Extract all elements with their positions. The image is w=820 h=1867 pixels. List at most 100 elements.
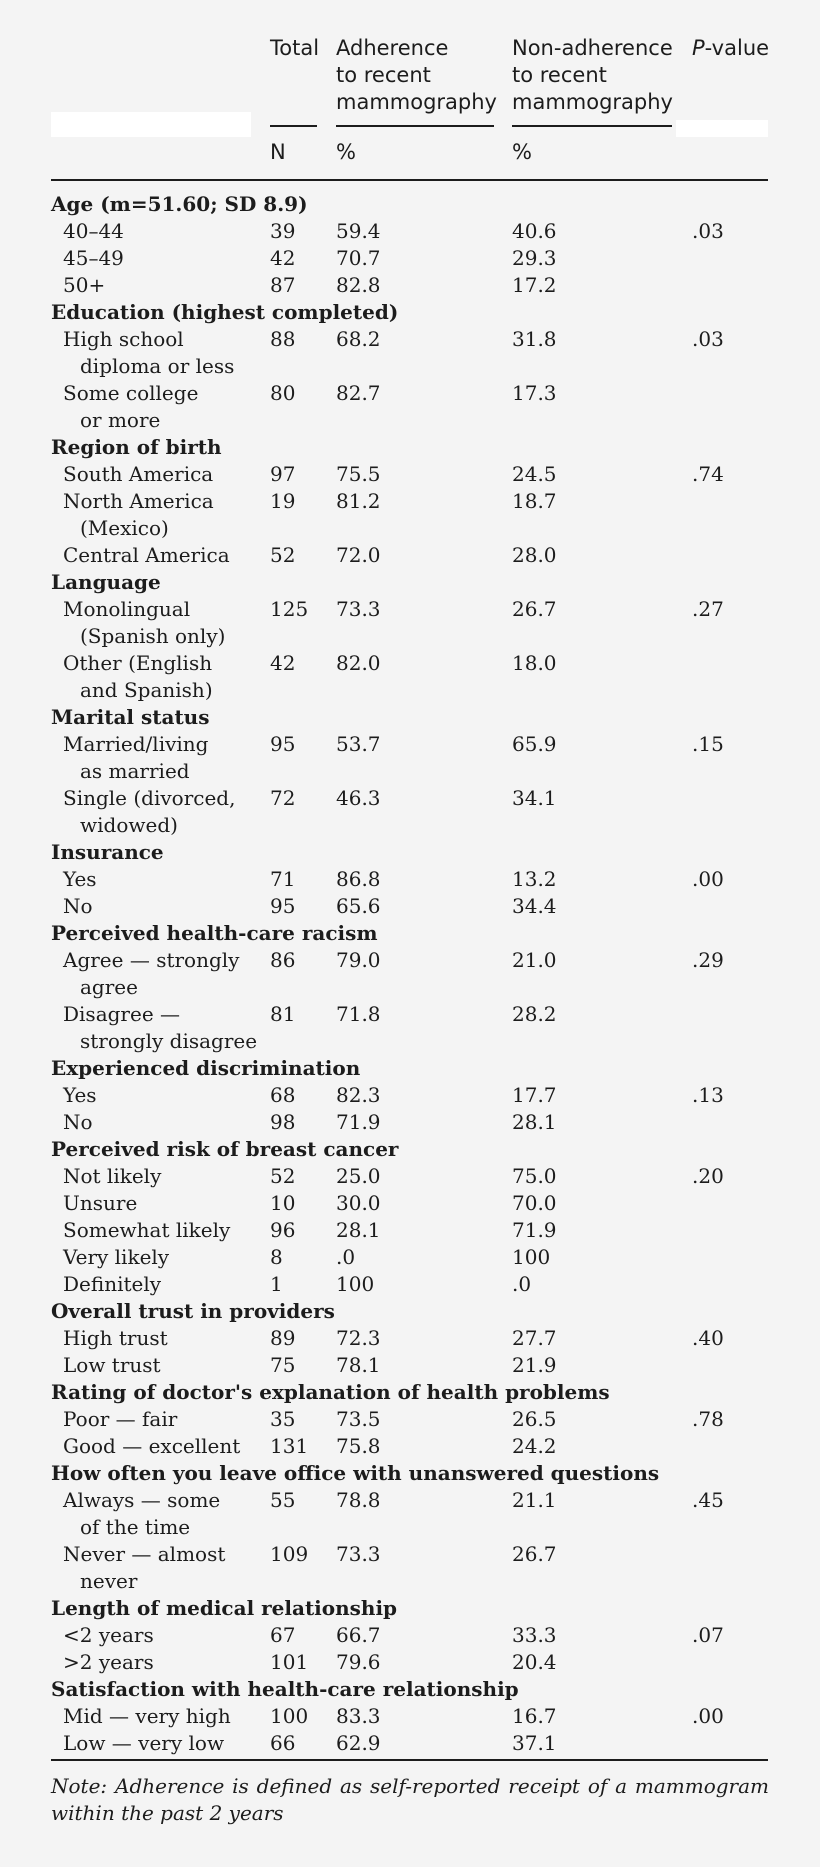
label-continuation-row: widowed) (0, 812, 820, 839)
label-continuation-row: agree (0, 974, 820, 1001)
adherence-pct-cell: 62.9 (336, 1731, 381, 1755)
header-bottom-rule (51, 179, 768, 181)
row-label: Other (English (63, 651, 213, 675)
adherence-pct-cell: 81.2 (336, 489, 381, 513)
section-header-row: Satisfaction with health-care relationsh… (0, 1676, 820, 1703)
section-heading: Satisfaction with health-care relationsh… (51, 1677, 519, 1701)
total-n-cell: 100 (270, 1704, 309, 1728)
total-n-cell: 52 (270, 1164, 296, 1188)
adherence-pct-cell: 78.1 (336, 1353, 381, 1377)
total-n-cell: 10 (270, 1191, 296, 1215)
total-n-cell: 89 (270, 1326, 296, 1350)
nonadherence-pct-cell: 21.0 (512, 948, 557, 972)
table-row: Somewhat likely 96 28.1 71.9 (0, 1217, 820, 1244)
adherence-header-line: Adherence (336, 36, 449, 60)
row-label-continuation: and Spanish) (80, 678, 213, 702)
table-row: Always — some 55 78.8 21.1 .45 (0, 1487, 820, 1514)
nonadherence-pct-cell: 37.1 (512, 1731, 557, 1755)
table-row: Unsure 10 30.0 70.0 (0, 1190, 820, 1217)
pvalue-column-header: P-value (692, 35, 769, 62)
section-header-row: Experienced discrimination (0, 1055, 820, 1082)
adherence-column-header: Adherence to recent mammography (336, 35, 497, 116)
p-value-cell: .27 (692, 597, 724, 621)
row-label: Yes (63, 867, 97, 891)
label-continuation-row: never (0, 1568, 820, 1595)
section-heading: Region of birth (51, 435, 222, 459)
adherence-header-line: to recent (336, 63, 431, 87)
p-value-cell: .20 (692, 1164, 724, 1188)
total-n-cell: 8 (270, 1245, 283, 1269)
table-row: Monolingual 125 73.3 26.7 .27 (0, 596, 820, 623)
row-label-continuation: as married (80, 759, 190, 783)
table-row: Yes 71 86.8 13.2 .00 (0, 866, 820, 893)
adherence-pct-cell: 78.8 (336, 1488, 381, 1512)
p-value-cell: .03 (692, 327, 724, 351)
row-label: Single (divorced, (63, 786, 236, 810)
adherence-pct-cell: 72.3 (336, 1326, 381, 1350)
section-heading: Rating of doctor's explanation of health… (51, 1380, 610, 1404)
pvalue-suffix: -value (704, 36, 770, 60)
row-label: Monolingual (63, 597, 191, 621)
nonadherence-pct-cell: 21.9 (512, 1353, 557, 1377)
row-label-continuation: of the time (80, 1515, 191, 1539)
section-heading: Education (highest completed) (51, 300, 399, 324)
pvalue-blank-cell (676, 120, 768, 137)
row-label: 50+ (63, 273, 106, 297)
p-value-cell: .07 (692, 1623, 724, 1647)
nonadherence-pct-cell: 26.7 (512, 1542, 557, 1566)
row-label: Good — excellent (63, 1434, 241, 1458)
nonadherence-pct-cell: 65.9 (512, 732, 557, 756)
adherence-pct-cell: 100 (336, 1272, 375, 1296)
total-n-cell: 86 (270, 948, 296, 972)
adherence-pct-cell: .0 (336, 1245, 356, 1269)
adherence-pct-cell: 82.7 (336, 381, 381, 405)
table-row: Some college 80 82.7 17.3 (0, 380, 820, 407)
total-n-cell: 97 (270, 462, 296, 486)
section-header-row: Rating of doctor's explanation of health… (0, 1379, 820, 1406)
nonadherence-pct-cell: 40.6 (512, 219, 557, 243)
adherence-header-rule (336, 125, 494, 127)
adherence-pct-subheader: % (336, 140, 356, 164)
adherence-pct-cell: 75.8 (336, 1434, 381, 1458)
total-n-cell: 1 (270, 1272, 283, 1296)
total-n-cell: 98 (270, 1110, 296, 1134)
total-n-cell: 19 (270, 489, 296, 513)
adherence-pct-cell: 83.3 (336, 1704, 381, 1728)
adherence-pct-cell: 71.8 (336, 1002, 381, 1026)
adherence-pct-cell: 82.8 (336, 273, 381, 297)
adherence-pct-cell: 46.3 (336, 786, 381, 810)
row-label-continuation: widowed) (80, 813, 178, 837)
row-label: Disagree — (63, 1002, 181, 1026)
table-row: Yes 68 82.3 17.7 .13 (0, 1082, 820, 1109)
section-heading: Perceived health-care racism (51, 921, 378, 945)
adherence-pct-cell: 71.9 (336, 1110, 381, 1134)
nonadherence-pct-subheader: % (512, 140, 532, 164)
header-blank-cell (51, 112, 251, 137)
total-n-cell: 95 (270, 732, 296, 756)
total-column-header: Total (270, 36, 320, 60)
table-row: No 98 71.9 28.1 (0, 1109, 820, 1136)
section-header-row: Perceived health-care racism (0, 920, 820, 947)
label-continuation-row: (Mexico) (0, 515, 820, 542)
total-n-cell: 66 (270, 1731, 296, 1755)
table-row: No 95 65.6 34.4 (0, 893, 820, 920)
total-n-cell: 72 (270, 786, 296, 810)
adherence-pct-cell: 66.7 (336, 1623, 381, 1647)
row-label: Poor — fair (63, 1407, 178, 1431)
pvalue-italic-p: P (692, 36, 705, 60)
nonadherence-pct-cell: 18.0 (512, 651, 557, 675)
row-label: Some college (63, 381, 199, 405)
adherence-pct-cell: 72.0 (336, 543, 381, 567)
table-bottom-rule (51, 1759, 768, 1761)
section-header-row: How often you leave office with unanswer… (0, 1460, 820, 1487)
adherence-pct-cell: 28.1 (336, 1218, 381, 1242)
row-label-continuation: agree (80, 975, 138, 999)
nonadherence-header-rule (512, 125, 672, 127)
nonadherence-pct-cell: 28.0 (512, 543, 557, 567)
row-label: Never — almost (63, 1542, 226, 1566)
row-label: Definitely (63, 1272, 162, 1296)
section-heading: Insurance (51, 840, 164, 864)
adherence-pct-cell: 79.0 (336, 948, 381, 972)
section-header-row: Language (0, 569, 820, 596)
nonadherence-header-line: mammography (512, 90, 673, 114)
